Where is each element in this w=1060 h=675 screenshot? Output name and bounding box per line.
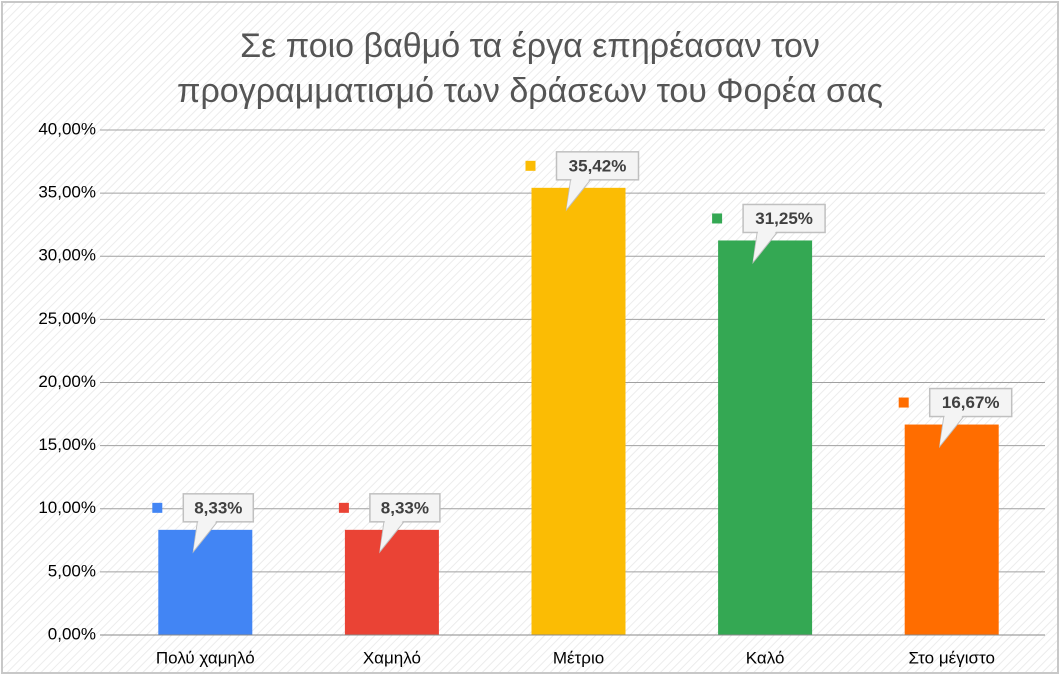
data-label: 8,33%: [381, 498, 429, 517]
x-tick-label: Χαμηλό: [363, 648, 421, 667]
y-tick-label: 5,00%: [48, 561, 96, 580]
callout-tail: [379, 520, 403, 551]
bar: [344, 529, 439, 635]
x-tick-label: Στο μέγιστο: [908, 648, 994, 667]
data-label: 35,42%: [569, 156, 627, 175]
y-tick-label: 30,00%: [38, 246, 96, 265]
legend-marker: [525, 160, 536, 171]
callout-tail: [193, 520, 217, 551]
data-label: 8,33%: [194, 498, 242, 517]
callout-box: [182, 493, 255, 523]
x-tick-label: Πολύ χαμηλό: [156, 648, 255, 667]
chart-title: προγραμματισμό των δράσεων του Φορέα σας: [177, 72, 883, 110]
data-label: 16,67%: [942, 393, 1000, 412]
y-tick-label: 0,00%: [48, 624, 96, 643]
callout-box: [369, 493, 441, 523]
bar: [158, 529, 253, 635]
callout-tail: [939, 415, 963, 446]
legend-marker: [338, 502, 349, 513]
y-tick-label: 35,00%: [38, 183, 96, 202]
x-tick-label: Καλό: [746, 648, 785, 667]
y-tick-label: 20,00%: [38, 372, 96, 391]
y-tick-label: 10,00%: [38, 498, 96, 517]
chart-title: Σε ποιο βαθμό τα έργα επηρέασαν τον: [240, 27, 820, 65]
legend-marker: [898, 397, 909, 408]
data-label: 31,25%: [755, 209, 813, 228]
callout-box: [928, 387, 1013, 418]
callout-box: [555, 151, 640, 181]
bar: [904, 424, 999, 635]
y-tick-label: 15,00%: [38, 435, 96, 454]
y-tick-label: 25,00%: [38, 309, 96, 328]
callout-box: [742, 203, 826, 234]
legend-marker: [712, 213, 723, 224]
bar: [718, 240, 813, 635]
callout-tail: [753, 231, 777, 262]
x-tick-label: Μέτριο: [553, 648, 604, 667]
legend-marker: [152, 502, 163, 513]
y-tick-label: 40,00%: [38, 119, 96, 138]
bar: [531, 187, 626, 635]
callout-tail: [566, 178, 590, 209]
